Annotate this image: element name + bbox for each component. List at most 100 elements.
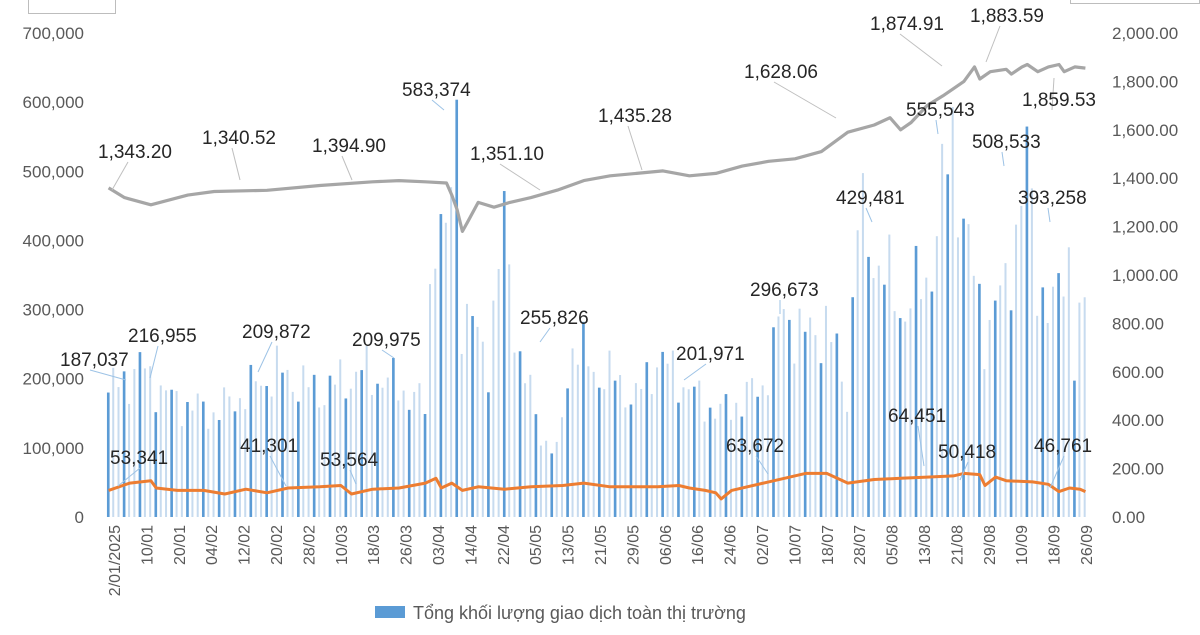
volume-bar xyxy=(920,299,923,517)
volume-bar xyxy=(508,264,511,517)
x-axis-tick-label: 10/07 xyxy=(787,525,804,565)
volume-bar xyxy=(666,363,669,517)
x-axis-tick-label: 29/05 xyxy=(625,525,642,565)
volume-data-label: 296,673 xyxy=(750,280,819,301)
volume-bar xyxy=(381,387,384,517)
volume-bar xyxy=(888,234,891,517)
volume-bar xyxy=(1062,296,1065,517)
volume-bar xyxy=(846,411,849,517)
volume-bar xyxy=(956,237,959,517)
volume-bar xyxy=(112,367,115,517)
left-axis-tick-label: 500,000 xyxy=(23,162,84,181)
x-axis-tick-label: 22/04 xyxy=(496,525,513,565)
left-axis-tick-label: 400,000 xyxy=(23,231,84,250)
volume-bar xyxy=(576,364,579,517)
volume-bar xyxy=(729,419,732,517)
right-axis-tick-label: 1,600.00 xyxy=(1112,121,1178,140)
volume-bar xyxy=(344,398,348,517)
volume-bar xyxy=(703,421,706,517)
volume-bar xyxy=(165,390,168,517)
volume-bar xyxy=(180,426,183,517)
volume-bar xyxy=(624,407,627,517)
annotation-leader-line xyxy=(1001,151,1005,167)
volume-bar xyxy=(608,350,611,517)
volume-bar xyxy=(766,395,769,517)
annotation-leader-line xyxy=(917,425,925,467)
volume-bar xyxy=(993,300,997,517)
volume-bar xyxy=(159,385,162,517)
volume-bar xyxy=(566,388,569,517)
volume-bar xyxy=(476,326,479,517)
volume-bar xyxy=(465,303,468,517)
x-axis-tick-label: 21/05 xyxy=(593,525,610,565)
volume-bar xyxy=(545,440,548,517)
volume-bar xyxy=(429,284,432,517)
annotation-leader-line xyxy=(349,469,357,485)
volume-bar xyxy=(291,391,294,517)
volume-bar xyxy=(349,388,352,517)
volume-bar xyxy=(634,383,637,517)
x-axis-tick-label: 02/07 xyxy=(755,525,772,565)
frame-corner-box-left xyxy=(28,0,116,14)
x-axis-tick-label: 10/09 xyxy=(1014,525,1031,565)
right-axis-tick-label: 400.00 xyxy=(1112,411,1164,430)
volume-bar xyxy=(106,392,110,517)
volume-bar xyxy=(175,391,178,517)
volume-bar xyxy=(133,368,136,517)
volume-bar xyxy=(582,321,585,517)
right-axis-tick-label: 1,000.00 xyxy=(1112,266,1178,285)
volume-bar xyxy=(233,411,237,517)
volume-bar xyxy=(143,368,146,517)
volume-bar xyxy=(772,327,775,517)
volume-bar xyxy=(328,375,332,517)
volume-bar xyxy=(745,381,748,517)
x-axis-tick-label: 20/01 xyxy=(172,525,189,565)
right-axis-tick-label: 200.00 xyxy=(1112,460,1164,479)
volume-bar xyxy=(529,374,532,517)
volume-bar xyxy=(756,396,759,517)
annotation-leader-line xyxy=(341,155,353,181)
volume-bar xyxy=(502,191,506,517)
index-data-label: 1,874.91 xyxy=(870,14,944,35)
x-axis-tick-label: 29/08 xyxy=(982,525,999,565)
x-axis-tick-label: 04/02 xyxy=(204,525,221,565)
legend-label-volume: Tổng khối lượng giao dịch toàn thị trườn… xyxy=(413,603,746,623)
x-axis-tick-label: 05/05 xyxy=(528,525,545,565)
annotation-leader-line xyxy=(111,161,129,191)
left-axis-tick-label: 300,000 xyxy=(23,301,84,320)
volume-bar xyxy=(988,319,991,517)
volume-bar xyxy=(1020,205,1023,518)
volume-bar xyxy=(170,389,173,517)
annotation-leader-line xyxy=(431,99,445,111)
annotation-leader-line xyxy=(257,341,273,373)
volume-data-label: 429,481 xyxy=(836,188,905,209)
volume-bar xyxy=(450,187,453,518)
volume-bar xyxy=(402,390,405,517)
volume-bar xyxy=(851,297,855,517)
volume-bar xyxy=(513,352,516,517)
x-axis-tick-label: 18/03 xyxy=(366,525,383,565)
volume-bar xyxy=(798,308,801,517)
annotation-leader-line xyxy=(149,345,159,379)
annotation-leader-line xyxy=(773,81,837,119)
volume-data-label: 216,955 xyxy=(128,326,197,347)
volume-bar xyxy=(724,394,728,517)
volume-bar xyxy=(149,366,152,517)
volume-bar xyxy=(339,359,342,517)
index-line xyxy=(107,62,1086,233)
volume-bar xyxy=(244,409,247,517)
volume-bar xyxy=(1030,188,1033,517)
volume-bar xyxy=(539,445,542,517)
volume-bar xyxy=(761,385,764,517)
annotation-leader-line xyxy=(985,25,1001,63)
volume-bar xyxy=(207,428,210,517)
index-data-label: 1,859.53 xyxy=(1022,90,1096,111)
volume-bar xyxy=(407,409,411,517)
x-axis-tick-label: 13/05 xyxy=(561,525,578,565)
x-axis-tick-label: 26/03 xyxy=(399,525,416,565)
volume-bar xyxy=(1073,380,1076,517)
volume-bar xyxy=(914,245,918,517)
volume-bar xyxy=(629,404,633,517)
volume-bar xyxy=(1067,247,1070,518)
